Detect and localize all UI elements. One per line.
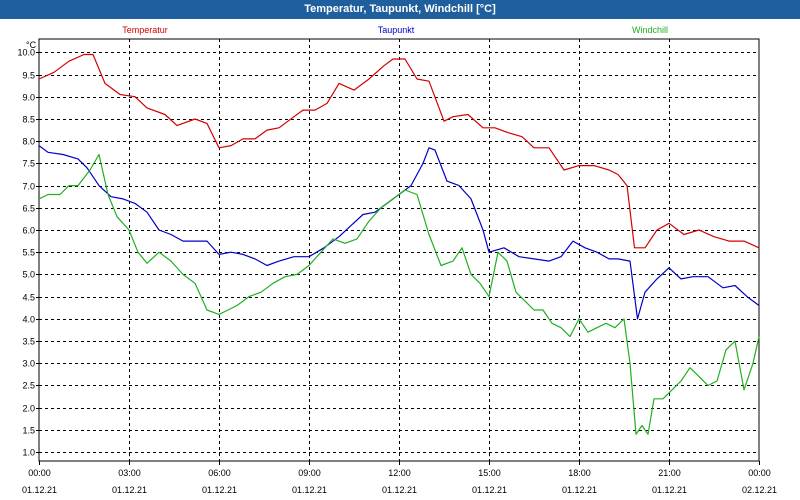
y-tick-label: 2.0 xyxy=(22,404,35,414)
window-title: Temperatur, Taupunkt, Windchill [°C] xyxy=(0,0,800,19)
x-tick-time-label: 00:00 xyxy=(28,468,51,478)
y-tick-label: 6.5 xyxy=(22,204,35,214)
x-tick-date-label: 02.12.21 xyxy=(742,485,777,495)
y-tick-label: 3.5 xyxy=(22,337,35,347)
y-axis-unit: °C xyxy=(26,40,37,50)
y-tick-label: 5.5 xyxy=(22,248,35,258)
y-tick-label: 2.5 xyxy=(22,381,35,391)
x-tick-time-label: 15:00 xyxy=(478,468,501,478)
legend-taupunkt: Taupunkt xyxy=(378,25,415,35)
legend-windchill: Windchill xyxy=(632,25,668,35)
y-tick-label: 1.5 xyxy=(22,426,35,436)
x-tick-time-label: 03:00 xyxy=(118,468,141,478)
series-line-windchill xyxy=(38,153,760,435)
x-tick-date-label: 01.12.21 xyxy=(562,485,597,495)
y-tick-label: 5.0 xyxy=(22,270,35,280)
x-tick-time-label: 21:00 xyxy=(658,468,681,478)
y-tick-label: 4.0 xyxy=(22,315,35,325)
x-tick-date-label: 01.12.21 xyxy=(652,485,687,495)
y-tick-label: 4.5 xyxy=(22,293,35,303)
x-tick-date-label: 01.12.21 xyxy=(382,485,417,495)
y-tick-label: 3.0 xyxy=(22,359,35,369)
y-tick-label: 1.0 xyxy=(22,448,35,458)
y-tick-label: 7.0 xyxy=(22,182,35,192)
x-tick-date-label: 01.12.21 xyxy=(472,485,507,495)
x-tick-date-label: 01.12.21 xyxy=(112,485,147,495)
y-tick-label: 9.5 xyxy=(22,71,35,81)
y-tick-label: 8.5 xyxy=(22,115,35,125)
x-tick-time-label: 12:00 xyxy=(388,468,411,478)
x-tick-time-label: 18:00 xyxy=(568,468,591,478)
series-line-taupunkt xyxy=(38,145,760,320)
x-tick-time-label: 06:00 xyxy=(208,468,231,478)
x-tick-date-label: 01.12.21 xyxy=(22,485,57,495)
y-tick-label: 9.0 xyxy=(22,93,35,103)
legend-temperatur: Temperatur xyxy=(122,25,168,35)
y-tick-label: 10.0 xyxy=(17,48,35,58)
x-tick-date-label: 01.12.21 xyxy=(202,485,237,495)
y-tick-label: 6.0 xyxy=(22,226,35,236)
x-tick-time-label: 09:00 xyxy=(298,468,321,478)
x-tick-time-label: 00:00 xyxy=(748,468,771,478)
x-tick-date-label: 01.12.21 xyxy=(292,485,327,495)
y-tick-label: 8.0 xyxy=(22,137,35,147)
y-tick-label: 7.5 xyxy=(22,159,35,169)
series-line-temperatur xyxy=(38,53,760,249)
